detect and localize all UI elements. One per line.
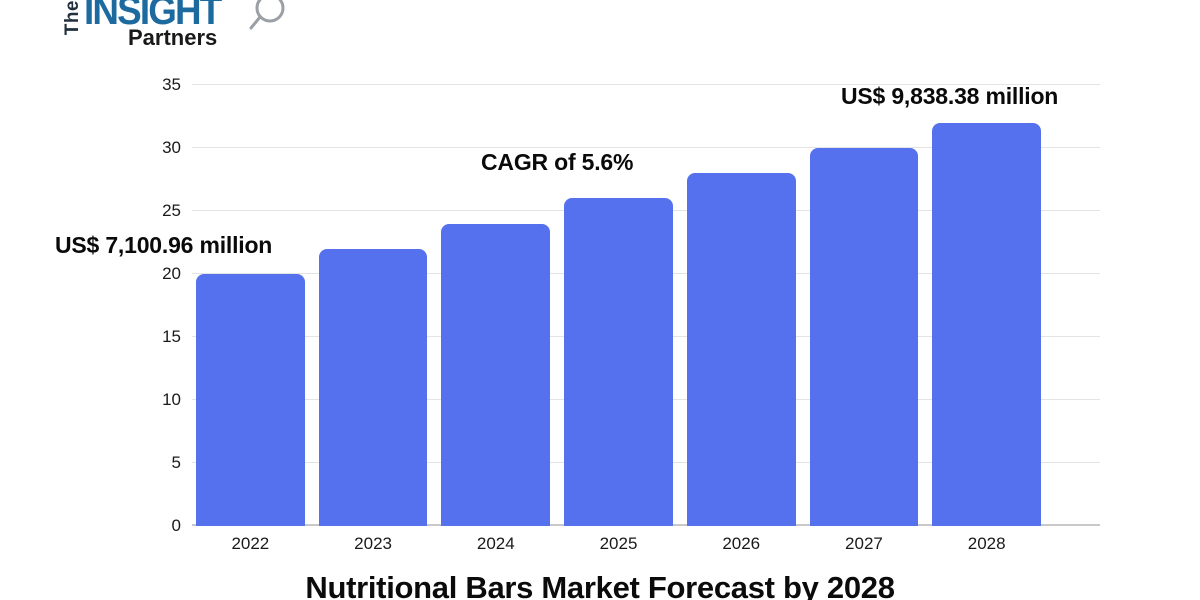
bar-2028 — [932, 122, 1042, 526]
y-tick-label-30: 30 — [162, 138, 181, 157]
x-tick-label-2028: 2028 — [967, 534, 1006, 553]
bar-slot-2028: 2028 — [932, 85, 1042, 553]
x-tick-label-2023: 2023 — [354, 534, 392, 553]
bar-slot-2022: 2022 — [196, 85, 305, 553]
magnifier-icon — [249, 0, 285, 30]
gridline-30 — [192, 147, 1100, 148]
y-tick-label-5: 5 — [171, 453, 181, 473]
bar-slot-2027: 2027 — [809, 85, 919, 553]
annotation-cagr: CAGR of 5.6% — [481, 149, 634, 175]
annotation-2022-value: US$ 7,100.96 million — [55, 232, 273, 258]
y-tick-label-20: 20 — [162, 264, 181, 284]
chart-title: Nutritional Bars Market Forecast by 2028 — [305, 570, 895, 600]
bar-chart: 2022 2023 2024 2025 2026 2027 2028 0 5 10 15 20 25 3… — [162, 75, 1100, 553]
x-tick-label-2022: 2022 — [231, 534, 270, 553]
x-tick-label-2024: 2024 — [476, 534, 515, 553]
bar-slot-2025: 2025 — [564, 85, 673, 553]
gridline-35 — [192, 84, 1100, 85]
x-tick-label-2026: 2026 — [722, 534, 761, 553]
x-tick-label-2027: 2027 — [845, 534, 883, 553]
bar-slot-2026: 2026 — [686, 85, 796, 553]
x-tick-label-2025: 2025 — [599, 534, 638, 553]
bar-2023 — [318, 248, 428, 526]
logo-partners-text: Partners — [128, 25, 218, 50]
bar-2026 — [686, 173, 796, 526]
logo-the-text: The — [62, 0, 83, 36]
annotation-2028-value: US$ 9,838.38 million — [841, 83, 1059, 109]
y-tick-label-35: 35 — [162, 75, 181, 94]
bar-2024 — [441, 223, 551, 526]
y-tick-label-10: 10 — [162, 390, 181, 410]
logo-insight-text: INSIGHT — [84, 0, 222, 33]
insight-partners-logo: The INSIGHT Partners — [60, 0, 300, 55]
y-tick-label-15: 15 — [162, 327, 181, 346]
bar-slot-2023: 2023 — [318, 85, 428, 553]
y-tick-label-25: 25 — [162, 201, 181, 220]
y-tick-label-0: 0 — [171, 516, 181, 535]
bars-group: 2022 2023 2024 2025 2026 2027 2028 — [196, 85, 1042, 553]
bar-2025 — [564, 198, 673, 526]
bar-slot-2024: 2024 — [441, 85, 551, 553]
bar-2022 — [196, 274, 305, 526]
bar-2027 — [809, 148, 919, 526]
